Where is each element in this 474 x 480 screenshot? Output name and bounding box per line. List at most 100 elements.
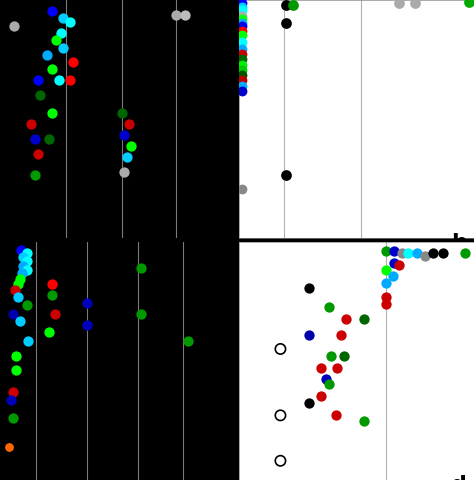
- Point: [14, 281, 21, 288]
- Point: [421, 252, 428, 260]
- Point: [69, 58, 76, 66]
- Point: [31, 135, 39, 143]
- Point: [238, 28, 246, 36]
- Point: [19, 262, 27, 270]
- Point: [23, 257, 31, 264]
- Point: [325, 303, 332, 311]
- Point: [36, 91, 44, 99]
- Point: [382, 300, 390, 307]
- Point: [14, 293, 21, 301]
- Point: [238, 38, 246, 46]
- Point: [118, 109, 126, 117]
- Point: [66, 77, 74, 84]
- Point: [238, 185, 246, 192]
- Point: [48, 66, 55, 73]
- Point: [332, 411, 339, 419]
- Point: [9, 414, 17, 422]
- Point: [43, 51, 51, 59]
- Point: [57, 29, 65, 37]
- Point: [18, 246, 25, 253]
- Point: [322, 375, 330, 383]
- Point: [440, 249, 447, 257]
- Point: [48, 281, 55, 288]
- Point: [16, 317, 24, 325]
- Point: [429, 249, 437, 257]
- Point: [283, 1, 290, 9]
- Point: [360, 417, 367, 424]
- Point: [18, 270, 26, 277]
- Point: [337, 331, 345, 339]
- Point: [238, 45, 246, 53]
- Point: [305, 331, 312, 339]
- Point: [66, 18, 74, 26]
- Point: [395, 0, 403, 7]
- Point: [238, 82, 246, 89]
- Point: [34, 77, 41, 84]
- Point: [238, 3, 246, 11]
- Point: [137, 310, 145, 318]
- Point: [382, 247, 390, 255]
- Point: [55, 77, 63, 84]
- Point: [277, 457, 284, 465]
- Point: [238, 0, 246, 7]
- Point: [10, 22, 18, 29]
- Point: [238, 66, 246, 74]
- Point: [238, 61, 246, 69]
- Point: [27, 120, 34, 128]
- Point: [238, 56, 246, 63]
- Point: [9, 310, 17, 318]
- Point: [238, 15, 246, 23]
- Point: [391, 260, 398, 267]
- Text: d: d: [451, 475, 467, 480]
- Point: [123, 153, 130, 161]
- Point: [24, 337, 32, 345]
- Point: [60, 14, 67, 22]
- Point: [31, 172, 39, 180]
- Point: [13, 367, 20, 374]
- Point: [238, 76, 246, 84]
- Point: [137, 264, 145, 272]
- Point: [360, 315, 367, 323]
- Point: [23, 266, 31, 274]
- Point: [51, 310, 59, 318]
- Point: [382, 293, 390, 300]
- Point: [283, 171, 290, 179]
- Point: [238, 50, 246, 58]
- Point: [6, 443, 13, 451]
- Point: [238, 23, 246, 30]
- Point: [23, 300, 31, 308]
- Point: [48, 291, 55, 299]
- Point: [318, 392, 325, 400]
- Point: [277, 411, 284, 419]
- Point: [46, 135, 53, 143]
- Point: [399, 249, 406, 257]
- Point: [318, 364, 325, 372]
- Point: [125, 120, 133, 128]
- Point: [305, 399, 312, 407]
- Point: [404, 249, 412, 257]
- Point: [382, 266, 390, 274]
- Point: [23, 250, 31, 257]
- Point: [277, 345, 284, 353]
- Point: [305, 284, 312, 292]
- Point: [413, 249, 420, 257]
- Point: [120, 132, 128, 139]
- Point: [83, 299, 91, 307]
- Point: [120, 168, 128, 176]
- Point: [16, 275, 24, 283]
- Point: [48, 109, 55, 117]
- Point: [342, 315, 350, 323]
- Point: [325, 380, 332, 388]
- Point: [53, 36, 60, 44]
- Point: [238, 87, 246, 95]
- Point: [13, 352, 20, 360]
- Text: b: b: [451, 233, 467, 253]
- Point: [395, 261, 403, 269]
- Point: [411, 0, 419, 7]
- Point: [48, 7, 55, 15]
- Point: [238, 12, 246, 20]
- Point: [172, 11, 180, 18]
- Point: [461, 249, 468, 257]
- Point: [83, 321, 91, 328]
- Point: [34, 150, 41, 157]
